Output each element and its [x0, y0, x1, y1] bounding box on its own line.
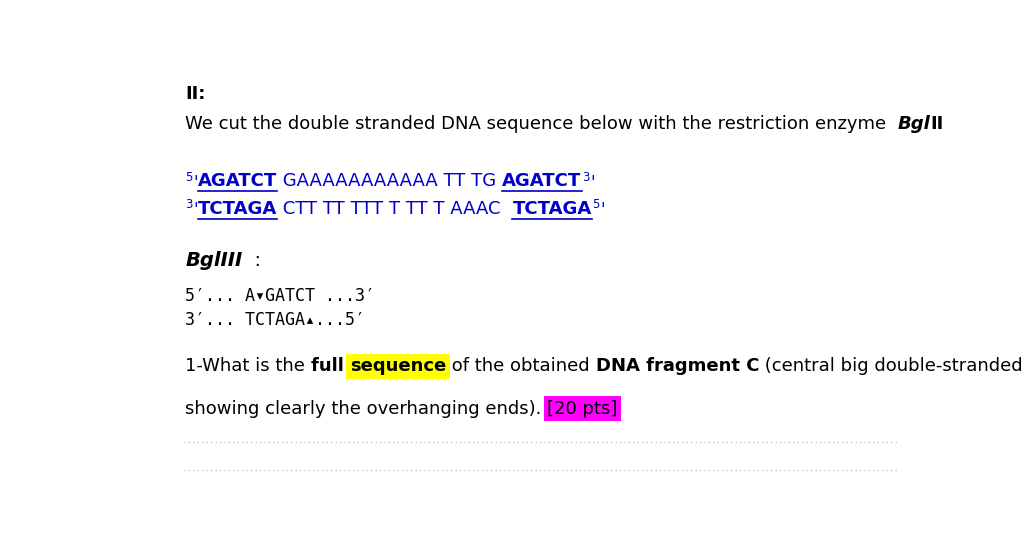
Text: [20 pts]: [20 pts] — [547, 400, 617, 418]
Text: sequence: sequence — [350, 357, 446, 375]
Text: AGATCT: AGATCT — [199, 172, 278, 190]
Text: AGATCT: AGATCT — [503, 172, 582, 190]
Text: Bgl: Bgl — [898, 115, 931, 133]
Text: TCTAGA: TCTAGA — [512, 200, 592, 218]
Text: 1-What is the: 1-What is the — [185, 357, 310, 375]
Text: $^3$': $^3$' — [185, 200, 199, 218]
Text: of the obtained: of the obtained — [446, 357, 596, 375]
Text: showing clearly the overhanging ends).: showing clearly the overhanging ends). — [185, 400, 547, 418]
Text: II:: II: — [185, 86, 206, 103]
Text: GAAAAAAAAAAA TT TG: GAAAAAAAAAAA TT TG — [278, 172, 503, 190]
Text: $^5$': $^5$' — [185, 172, 199, 190]
Text: BglIII: BglIII — [185, 251, 243, 270]
Text: II: II — [931, 115, 944, 133]
Text: (central big double-stranded DNA,: (central big double-stranded DNA, — [759, 357, 1024, 375]
Text: DNA fragment C: DNA fragment C — [596, 357, 759, 375]
Text: :: : — [243, 251, 261, 270]
Text: full: full — [310, 357, 350, 375]
Text: TCTAGA: TCTAGA — [199, 200, 278, 218]
Text: $^5$': $^5$' — [592, 200, 605, 218]
Text: We cut the double stranded DNA sequence below with the restriction enzyme: We cut the double stranded DNA sequence … — [185, 115, 898, 133]
Text: 3′... TCTAGA▴...5′: 3′... TCTAGA▴...5′ — [185, 311, 366, 328]
Text: $^3$': $^3$' — [582, 172, 595, 190]
Text: CTT TT TTT T TT T AAAC: CTT TT TTT T TT T AAAC — [278, 200, 512, 218]
Text: 5′... A▾GATCT ...3′: 5′... A▾GATCT ...3′ — [185, 287, 375, 305]
